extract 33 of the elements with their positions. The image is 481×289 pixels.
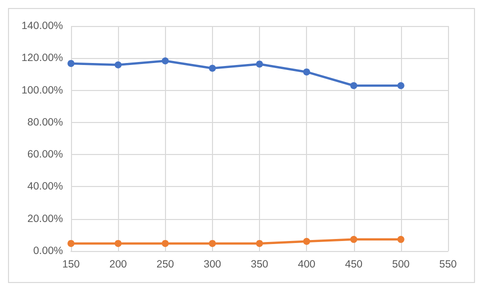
- point: [114, 240, 122, 247]
- x-tick-label: 450: [344, 258, 363, 270]
- point: [397, 82, 404, 90]
- y-tick-label: 140.00%: [22, 20, 63, 32]
- point: [114, 61, 122, 68]
- point: [256, 60, 263, 68]
- y-tick-label: 100.00%: [22, 84, 63, 96]
- y-tick-label: 20.00%: [27, 212, 63, 225]
- y-tick-label: 0.00%: [33, 245, 63, 257]
- point: [162, 240, 169, 247]
- y-tick-label: 40.00%: [27, 180, 63, 193]
- x-tick-label: 150: [62, 258, 80, 270]
- x-tick-label: 400: [298, 258, 316, 270]
- y-tick-label: 60.00%: [27, 148, 63, 161]
- point: [208, 240, 216, 247]
- point: [68, 240, 74, 247]
- point: [303, 238, 310, 245]
- x-tick-label: 300: [204, 258, 222, 270]
- point: [256, 240, 263, 247]
- x-tick-label: 550: [439, 258, 457, 270]
- x-tick-label: 500: [392, 258, 410, 270]
- point: [397, 236, 404, 243]
- y-tick-label: 120.00%: [22, 52, 63, 64]
- x-tick-label: 250: [156, 258, 174, 270]
- point: [162, 57, 169, 64]
- point: [350, 236, 358, 243]
- point: [208, 64, 216, 72]
- x-tick-label: 200: [109, 258, 128, 270]
- y-tick-label: 80.00%: [27, 116, 63, 128]
- point: [303, 68, 310, 76]
- x-tick-label: 350: [250, 258, 268, 270]
- point: [68, 60, 74, 67]
- point: [350, 82, 358, 90]
